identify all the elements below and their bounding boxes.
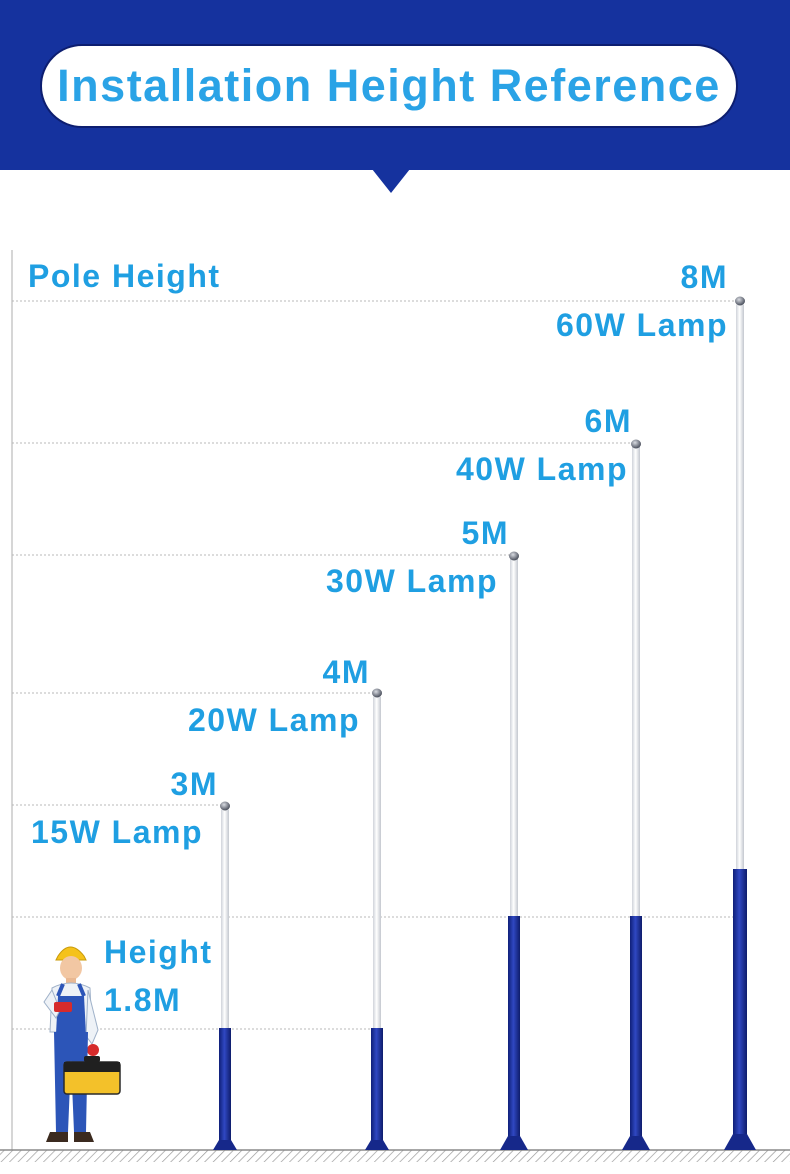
pole-3m — [213, 801, 237, 1150]
worker-toolbox-lid — [64, 1062, 120, 1072]
pole-6m-base — [630, 916, 642, 1144]
worker-helmet — [55, 946, 87, 961]
pole-6m-flange — [622, 1136, 650, 1150]
worker-head — [60, 956, 82, 980]
worker-overall-bib — [56, 996, 86, 1034]
pole-5m-height-label: 5M — [461, 515, 509, 551]
worker-right-arm — [85, 989, 99, 1045]
pole-8m-flange — [724, 1134, 756, 1150]
pole-8m-lamp-label: 60W Lamp — [555, 307, 728, 343]
pole-5m-flange — [500, 1136, 528, 1150]
worker-glove — [87, 1044, 99, 1056]
axis-label: Pole Height — [28, 258, 221, 294]
page-title: Installation Height Reference — [57, 60, 721, 111]
pole-5m-cap — [509, 551, 519, 561]
worker-boot-left — [46, 1132, 68, 1142]
pole-6m-upper — [632, 447, 640, 921]
pole-3m-base — [219, 1028, 231, 1144]
pole-8m-height-label: 8M — [680, 259, 728, 295]
title-pill: Installation Height Reference — [40, 44, 738, 128]
worker-drill — [54, 1002, 72, 1012]
pole-6m — [622, 439, 650, 1150]
pole-6m-height-label: 6M — [584, 403, 632, 439]
pole-4m-lamp-label: 20W Lamp — [187, 702, 360, 738]
pole-4m-flange — [365, 1140, 389, 1150]
pole-4m-height-label: 4M — [322, 654, 370, 690]
pole-5m — [500, 551, 528, 1150]
pole-4m-base — [371, 1028, 383, 1144]
worker-neck — [66, 978, 76, 984]
pole-8m-cap — [735, 296, 745, 306]
banner-pointer — [372, 169, 410, 193]
worker-figure — [43, 946, 121, 1142]
pole-4m — [365, 688, 389, 1150]
pole-3m-flange — [213, 1140, 237, 1150]
pole-8m-base — [733, 869, 747, 1141]
pole-4m-cap — [372, 688, 382, 698]
pole-8m-upper — [736, 305, 744, 873]
pole-4m-upper — [373, 697, 381, 1032]
worker-legs — [54, 1032, 88, 1132]
worker-strap-left — [56, 983, 65, 997]
worker-strap-right — [77, 983, 86, 997]
pole-8m — [724, 296, 756, 1150]
pole-3m-lamp-label: 15W Lamp — [30, 814, 203, 850]
pole-5m-upper — [510, 559, 518, 921]
person-height-value: 1.8M — [104, 982, 182, 1018]
pole-5m-lamp-label: 30W Lamp — [325, 563, 498, 599]
worker-boot-right — [74, 1132, 94, 1142]
pole-3m-cap — [220, 801, 230, 811]
pole-3m-upper — [221, 810, 229, 1032]
pole-6m-lamp-label: 40W Lamp — [455, 451, 628, 487]
pole-6m-cap — [631, 439, 641, 449]
ground-strip — [0, 1150, 790, 1162]
worker-toolbox-handle — [84, 1056, 100, 1062]
pole-5m-base — [508, 916, 520, 1144]
person-height-label: Height — [104, 934, 213, 970]
pole-3m-height-label: 3M — [170, 766, 218, 802]
